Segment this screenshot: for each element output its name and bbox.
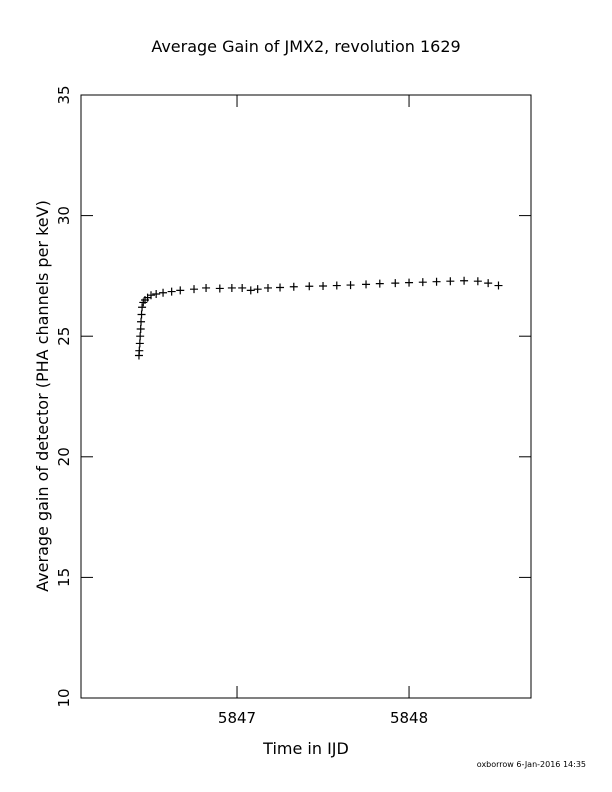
point — [375, 279, 384, 288]
y-tick-label: 35 — [55, 85, 73, 104]
point — [305, 282, 314, 291]
point — [135, 339, 144, 348]
x-tick-label: 5847 — [218, 709, 256, 727]
point — [137, 317, 146, 326]
point — [135, 346, 144, 355]
y-tick-label: 30 — [55, 206, 73, 225]
y-tick-label: 20 — [55, 447, 73, 466]
x-tick-label: 5848 — [390, 709, 428, 727]
point — [136, 332, 145, 341]
point — [362, 280, 371, 289]
point — [137, 310, 146, 319]
point — [136, 324, 145, 333]
point — [253, 285, 262, 294]
y-tick-label: 25 — [55, 327, 73, 346]
point — [276, 283, 285, 292]
point — [215, 284, 224, 293]
point — [159, 288, 168, 297]
footer: oxborrow 6-Jan-2016 14:35 — [477, 760, 586, 769]
point — [405, 278, 414, 287]
point — [167, 287, 176, 296]
point — [147, 291, 156, 300]
point — [227, 283, 236, 292]
point — [494, 281, 503, 290]
y-tick-label: 15 — [55, 568, 73, 587]
point — [418, 278, 427, 287]
point — [152, 289, 161, 298]
point — [460, 276, 469, 285]
plot-frame — [80, 94, 532, 699]
point — [319, 282, 328, 291]
chart-title: Average Gain of JMX2, revolution 1629 — [151, 37, 460, 56]
point — [246, 286, 255, 295]
point — [473, 277, 482, 286]
point — [138, 303, 147, 312]
point — [190, 285, 199, 294]
point — [263, 283, 272, 292]
y-axis-label: Average gain of detector (PHA channels p… — [33, 200, 52, 592]
point — [238, 283, 247, 292]
point — [202, 283, 211, 292]
point — [332, 281, 341, 290]
point — [391, 279, 400, 288]
point — [346, 281, 355, 290]
point — [446, 277, 455, 286]
point — [176, 286, 185, 295]
x-axis-label: Time in IJD — [262, 739, 349, 758]
y-tick-label: 10 — [55, 688, 73, 707]
point — [484, 279, 493, 288]
point — [289, 282, 298, 291]
point — [432, 277, 441, 286]
